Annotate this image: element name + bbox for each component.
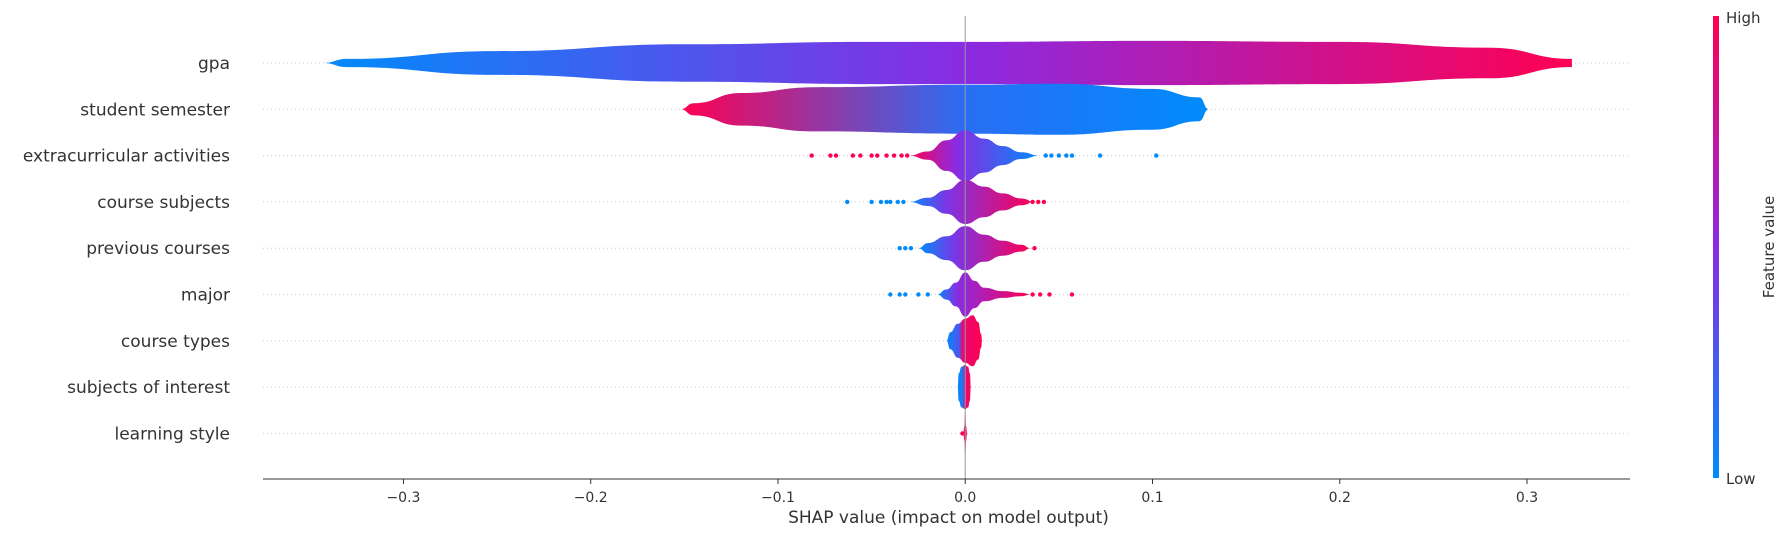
outlier-point-previous-courses-1 bbox=[903, 246, 908, 251]
outlier-point-extracurricular-activities-17 bbox=[1154, 153, 1159, 158]
feature-label-learning-style: learning style bbox=[114, 424, 230, 444]
outlier-point-previous-courses-0 bbox=[897, 246, 902, 251]
outlier-point-major-3 bbox=[916, 292, 921, 297]
colorbar-gradient bbox=[1713, 16, 1719, 478]
violin-subjects-of-interest bbox=[957, 365, 971, 410]
outlier-point-extracurricular-activities-10 bbox=[904, 153, 910, 158]
x-tick-label-2: −0.1 bbox=[761, 490, 795, 506]
outlier-point-course-subjects-3 bbox=[884, 199, 889, 205]
outlier-point-extracurricular-activities-5 bbox=[869, 153, 874, 158]
x-axis-title: SHAP value (impact on model output) bbox=[788, 508, 1109, 528]
feature-label-subjects-of-interest: subjects of interest bbox=[67, 378, 230, 398]
outlier-point-extracurricular-activities-4 bbox=[858, 153, 863, 158]
violin-major bbox=[937, 272, 1031, 317]
outlier-point-extracurricular-activities-3 bbox=[850, 153, 856, 158]
feature-rows: gpa student semester extracurricular activ… bbox=[23, 40, 1630, 458]
x-tick-label-4: 0.1 bbox=[1141, 490, 1163, 506]
outlier-point-course-subjects-10 bbox=[1041, 199, 1047, 205]
feature-label-previous-courses: previous courses bbox=[86, 239, 230, 259]
violin-gpa bbox=[322, 40, 1572, 86]
violin-extracurricular-activities bbox=[909, 130, 1041, 182]
violin-student-semester bbox=[680, 83, 1209, 135]
outlier-point-major-8 bbox=[1069, 292, 1075, 297]
outlier-point-extracurricular-activities-13 bbox=[1056, 153, 1062, 158]
outlier-point-course-subjects-2 bbox=[878, 199, 884, 205]
outlier-point-extracurricular-activities-8 bbox=[891, 153, 897, 158]
x-tick-label-1: −0.2 bbox=[574, 490, 608, 506]
colorbar-low-label: Low bbox=[1726, 470, 1756, 488]
outlier-point-extracurricular-activities-6 bbox=[875, 153, 880, 158]
x-tick-label-3: 0.0 bbox=[954, 490, 976, 506]
x-tick-label-5: 0.2 bbox=[1329, 490, 1351, 506]
feature-label-gpa: gpa bbox=[198, 54, 230, 74]
outlier-point-extracurricular-activities-11 bbox=[1043, 153, 1048, 158]
outlier-point-extracurricular-activities-16 bbox=[1097, 153, 1103, 158]
feature-label-extracurricular-activities: extracurricular activities bbox=[23, 147, 230, 167]
violin-previous-courses bbox=[918, 226, 1031, 271]
outlier-point-learning-style-0 bbox=[960, 431, 965, 436]
outlier-point-extracurricular-activities-7 bbox=[884, 153, 889, 158]
outlier-point-course-subjects-1 bbox=[869, 199, 874, 205]
colorbar: High Low Feature value bbox=[1713, 9, 1778, 488]
outlier-point-major-6 bbox=[1037, 292, 1043, 297]
outlier-point-course-subjects-4 bbox=[888, 199, 893, 205]
outlier-point-major-2 bbox=[903, 292, 908, 297]
colorbar-title: Feature value bbox=[1760, 196, 1778, 298]
feature-label-course-subjects: course subjects bbox=[97, 193, 230, 213]
outlier-point-major-7 bbox=[1047, 292, 1052, 297]
violin-course-subjects bbox=[909, 179, 1035, 224]
x-axis: −0.3 −0.2 −0.1 0.0 0.1 0.2 0.3 bbox=[263, 478, 1630, 506]
outlier-point-extracurricular-activities-2 bbox=[833, 153, 839, 158]
violin-course-types bbox=[946, 315, 983, 367]
x-tick-label-6: 0.3 bbox=[1516, 490, 1538, 506]
outlier-point-course-subjects-6 bbox=[901, 199, 906, 205]
feature-label-major: major bbox=[181, 286, 230, 306]
outlier-point-extracurricular-activities-0 bbox=[809, 153, 814, 158]
outlier-point-extracurricular-activities-14 bbox=[1064, 153, 1069, 158]
outlier-point-previous-courses-3 bbox=[1032, 246, 1037, 251]
feature-label-student-semester: student semester bbox=[80, 100, 230, 120]
feature-label-course-types: course types bbox=[121, 332, 230, 352]
colorbar-high-label: High bbox=[1726, 9, 1760, 27]
outlier-point-extracurricular-activities-1 bbox=[828, 153, 833, 158]
outlier-point-major-5 bbox=[1030, 292, 1035, 297]
outlier-point-extracurricular-activities-9 bbox=[899, 153, 904, 158]
outlier-point-course-subjects-5 bbox=[895, 199, 901, 205]
x-tick-label-0: −0.3 bbox=[386, 490, 420, 506]
outlier-point-major-1 bbox=[897, 292, 902, 297]
outlier-point-course-subjects-9 bbox=[1036, 199, 1041, 205]
outlier-point-extracurricular-activities-15 bbox=[1069, 153, 1075, 158]
outlier-point-major-4 bbox=[925, 292, 930, 297]
outlier-point-extracurricular-activities-12 bbox=[1049, 153, 1054, 158]
outlier-point-course-subjects-0 bbox=[845, 199, 850, 205]
outlier-point-major-0 bbox=[888, 292, 893, 297]
outlier-point-previous-courses-2 bbox=[908, 246, 914, 251]
